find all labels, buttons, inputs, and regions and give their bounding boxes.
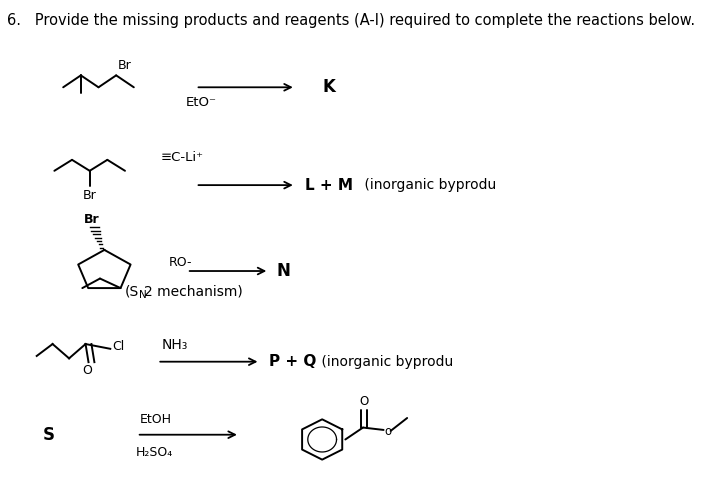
Text: S: S	[43, 426, 54, 444]
Text: 6.   Provide the missing products and reagents (A-I) required to complete the re: 6. Provide the missing products and reag…	[7, 13, 695, 28]
Text: o: o	[384, 425, 391, 438]
Text: N: N	[277, 262, 291, 280]
Text: NH₃: NH₃	[162, 338, 188, 352]
Text: 2 mechanism): 2 mechanism)	[144, 284, 243, 298]
Text: Cl: Cl	[112, 340, 125, 353]
Text: O: O	[359, 396, 369, 408]
Text: O: O	[83, 364, 92, 377]
Text: Br: Br	[118, 59, 132, 72]
Text: N: N	[138, 290, 146, 300]
Text: (inorganic byprodu: (inorganic byprodu	[317, 355, 454, 369]
Text: K: K	[322, 78, 335, 96]
Text: P + Q: P + Q	[269, 354, 316, 369]
Text: L + M: L + M	[305, 178, 353, 192]
Text: Br: Br	[83, 189, 96, 202]
Text: EtO⁻: EtO⁻	[186, 96, 217, 109]
Text: H₂SO₄: H₂SO₄	[135, 446, 173, 459]
Text: ≡C-Li⁺: ≡C-Li⁺	[160, 151, 203, 164]
Text: RO-: RO-	[169, 256, 193, 269]
Text: (S: (S	[125, 284, 139, 298]
Text: EtOH: EtOH	[140, 413, 172, 426]
Text: Br: Br	[84, 213, 99, 226]
Text: (inorganic byprodu: (inorganic byprodu	[361, 178, 497, 192]
